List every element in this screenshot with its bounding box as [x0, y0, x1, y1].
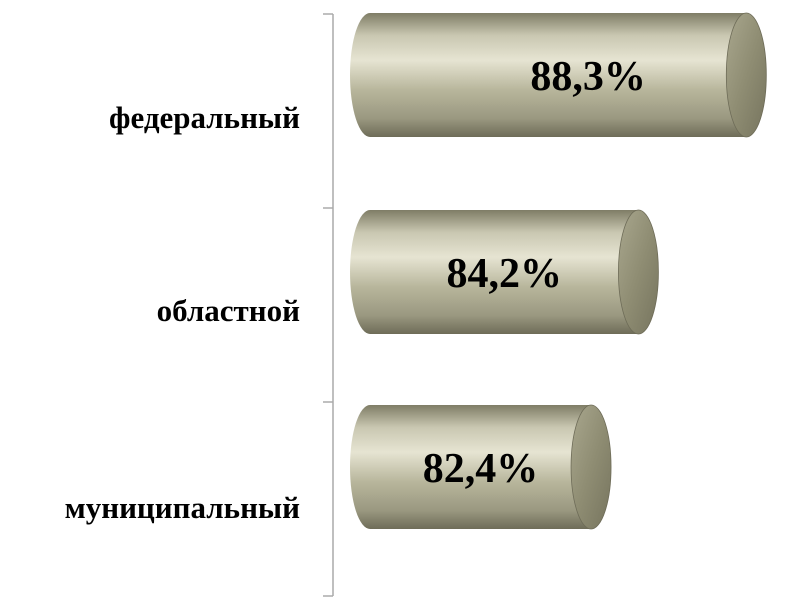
data-label: 82,4% [423, 446, 539, 492]
category-label: муниципальный [65, 490, 301, 525]
bar-cap [618, 209, 659, 335]
bar-body [350, 405, 592, 529]
bar-body [350, 13, 747, 137]
bar [350, 404, 612, 530]
data-label: 88,3% [530, 54, 646, 100]
bar-cap [570, 404, 612, 530]
category-label: федеральный [109, 100, 300, 135]
bar-cap [725, 12, 767, 138]
bar [350, 209, 659, 335]
data-label: 84,2% [446, 251, 562, 297]
bar-body [350, 210, 639, 334]
category-label: областной [157, 293, 300, 328]
bar [350, 12, 767, 138]
